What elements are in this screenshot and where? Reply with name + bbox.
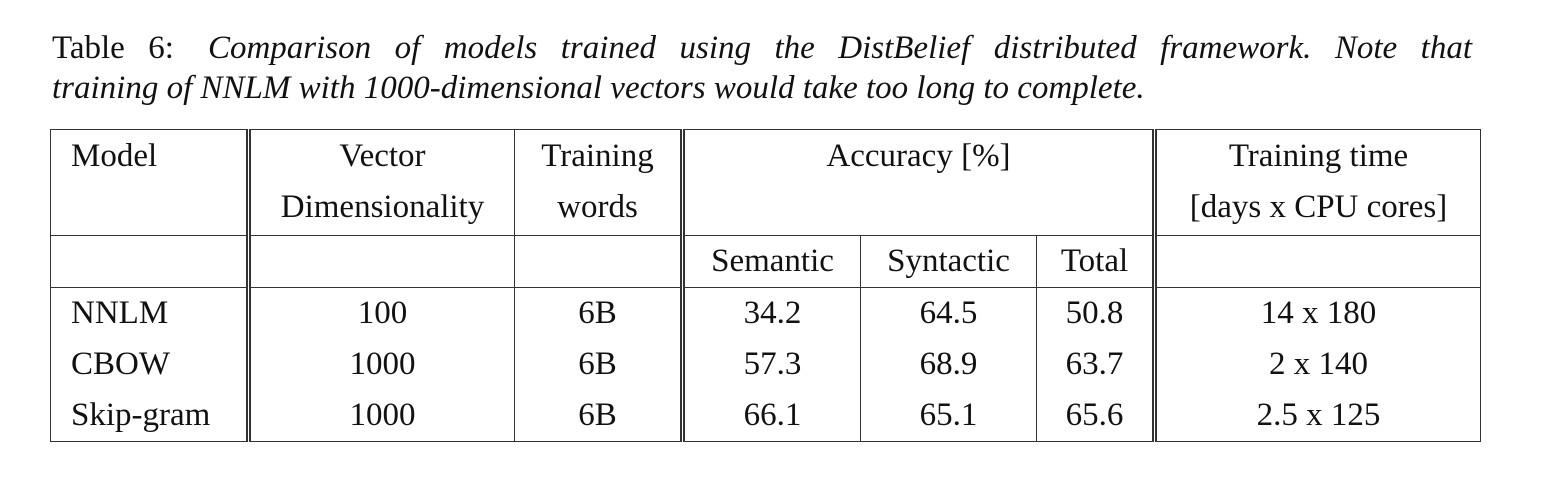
- cell-semantic: 34.2: [682, 287, 861, 339]
- header-semantic: Semantic: [682, 235, 861, 288]
- cell-total: 50.8: [1036, 287, 1157, 339]
- caption-text-1: Comparison of models trained using the D…: [207, 30, 1472, 66]
- header-empty-time: [1154, 235, 1481, 288]
- cell-model: Skip-gram: [50, 390, 251, 442]
- header-vector-line1: Vector: [339, 138, 426, 174]
- cell-syntactic: 65.1: [860, 390, 1037, 442]
- header-training-words: Training words: [514, 129, 685, 236]
- caption-text-2: training of NNLM with 1000-dimensional v…: [52, 70, 1145, 106]
- cell-syntactic: 64.5: [860, 287, 1037, 339]
- header-empty-model: [50, 235, 251, 288]
- header-accuracy: Accuracy [%]: [682, 129, 1157, 236]
- caption-line-1: Table 6: Comparison of models trained usi…: [52, 28, 1472, 68]
- cell-time: 2 x 140: [1154, 339, 1481, 390]
- results-table: Model Vector Dimensionality Training wor…: [50, 129, 1481, 442]
- table-caption: Table 6: Comparison of models trained usi…: [52, 28, 1472, 108]
- header-empty-words: [514, 235, 685, 288]
- cell-dim: 100: [248, 287, 515, 339]
- header-empty-dim: [248, 235, 515, 288]
- header-row-2: Semantic Syntactic Total: [50, 235, 1481, 288]
- cell-total: 65.6: [1036, 390, 1157, 442]
- cell-dim: 1000: [248, 390, 515, 442]
- header-training-time-line1: Training time: [1228, 138, 1409, 174]
- cell-words: 6B: [514, 339, 685, 390]
- cell-model: NNLM: [50, 287, 251, 339]
- caption-label: Table 6:: [52, 30, 174, 66]
- table-row: Skip-gram 1000 6B 66.1 65.1 65.6 2.5 x 1…: [50, 390, 1481, 442]
- header-vector-dimensionality: Vector Dimensionality: [248, 129, 515, 236]
- header-training-time-line2: [days x CPU cores]: [1189, 189, 1448, 225]
- header-training-time: Training time [days x CPU cores]: [1154, 129, 1481, 236]
- cell-syntactic: 68.9: [860, 339, 1037, 390]
- cell-time: 2.5 x 125: [1154, 390, 1481, 442]
- cell-dim: 1000: [248, 339, 515, 390]
- header-syntactic: Syntactic: [860, 235, 1037, 288]
- header-training-words-line1: Training: [541, 138, 654, 174]
- header-training-words-line2: words: [557, 189, 638, 225]
- cell-model: CBOW: [50, 339, 251, 390]
- cell-total: 63.7: [1036, 339, 1157, 390]
- cell-words: 6B: [514, 390, 685, 442]
- header-vector-line2: Dimensionality: [280, 189, 485, 225]
- header-model: Model: [50, 129, 251, 236]
- header-row-1: Model Vector Dimensionality Training wor…: [50, 129, 1481, 236]
- cell-words: 6B: [514, 287, 685, 339]
- cell-semantic: 57.3: [682, 339, 861, 390]
- table-row: NNLM 100 6B 34.2 64.5 50.8 14 x 180: [50, 287, 1481, 339]
- table-row: CBOW 1000 6B 57.3 68.9 63.7 2 x 140: [50, 339, 1481, 390]
- cell-time: 14 x 180: [1154, 287, 1481, 339]
- header-total: Total: [1036, 235, 1157, 288]
- cell-semantic: 66.1: [682, 390, 861, 442]
